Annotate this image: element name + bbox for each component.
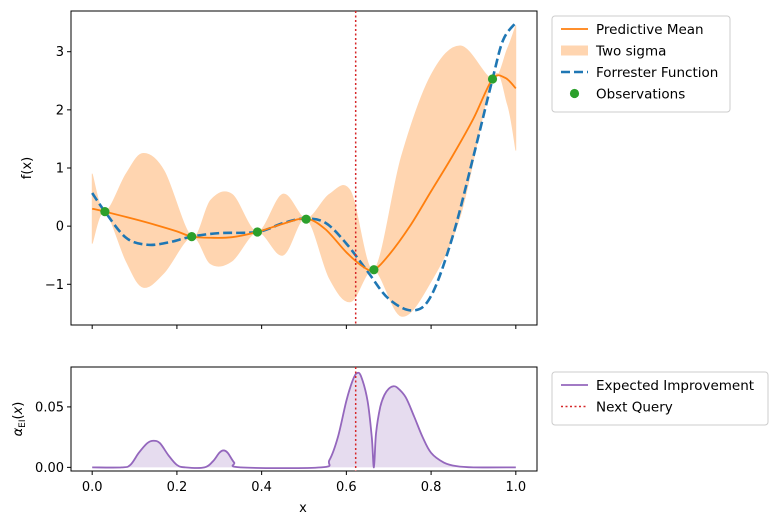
top-yticks: −1 0 1 2 3: [45, 45, 71, 293]
top-legend: Predictive Mean Two sigma Forrester Functi…: [551, 15, 731, 113]
bottom-legend: Expected Improvement Next Query: [551, 371, 769, 426]
expected-improvement-fill: [92, 372, 516, 469]
bottom-ylabel: αEI(x): [11, 402, 28, 437]
bottom-xlabel: x: [299, 501, 307, 516]
legend-label: Predictive Mean: [596, 22, 704, 38]
top-ylabel: f(x): [20, 157, 35, 179]
top-plot-area: [91, 11, 517, 325]
legend-label: Two sigma: [595, 44, 666, 60]
legend-swatch: [569, 88, 580, 99]
top-ytick-label: 3: [56, 45, 64, 60]
top-ytick-label: 2: [56, 103, 64, 118]
two-sigma-band: [91, 25, 517, 317]
bottom-xtick-label: 0.4: [251, 480, 272, 495]
legend-label: Next Query: [596, 400, 673, 416]
bottom-panel: x αEI(x) 0.00 0.05 0.0 0.2 0.4 0.6 0.8 1.0: [11, 366, 538, 516]
observation-point: [252, 227, 262, 237]
observation-point: [100, 207, 110, 217]
legend-label: Expected Improvement: [596, 378, 754, 394]
bottom-yticks: 0.00 0.05: [35, 400, 71, 476]
bottom-xticks: 0.0 0.2 0.4 0.6 0.8 1.0: [82, 471, 526, 495]
bottom-xtick-label: 1.0: [505, 480, 526, 495]
bottom-ytick-label: 0.00: [35, 461, 64, 476]
top-panel: f(x) −1 0 1 2 3: [20, 10, 538, 329]
forrester-function-line: [91, 21, 517, 312]
bottom-ytick-label: 0.05: [35, 400, 64, 415]
bottom-axes-frame: [70, 366, 538, 472]
legend-frame: [551, 15, 731, 113]
observation-point: [369, 265, 379, 275]
legend-label: Forrester Function: [596, 65, 718, 81]
observation-point: [187, 232, 197, 242]
top-ytick-label: 1: [56, 162, 64, 177]
expected-improvement-line: [92, 371, 516, 470]
bottom-xtick-label: 0.0: [82, 480, 103, 495]
bottom-xtick-label: 0.6: [336, 480, 357, 495]
bottom-plot-area: [92, 367, 516, 471]
legend-frame: [551, 371, 769, 426]
observation-point: [487, 74, 498, 84]
predictive-mean-line: [91, 74, 517, 272]
top-xticks: [91, 325, 517, 329]
top-ytick-label: −1: [45, 278, 64, 293]
observation-point: [301, 214, 311, 224]
bottom-xtick-label: 0.8: [421, 480, 442, 495]
legend-swatch: [561, 45, 588, 56]
bottom-xtick-label: 0.2: [167, 480, 188, 495]
legend-label: Observations: [596, 87, 685, 103]
top-ytick-label: 0: [56, 220, 64, 235]
